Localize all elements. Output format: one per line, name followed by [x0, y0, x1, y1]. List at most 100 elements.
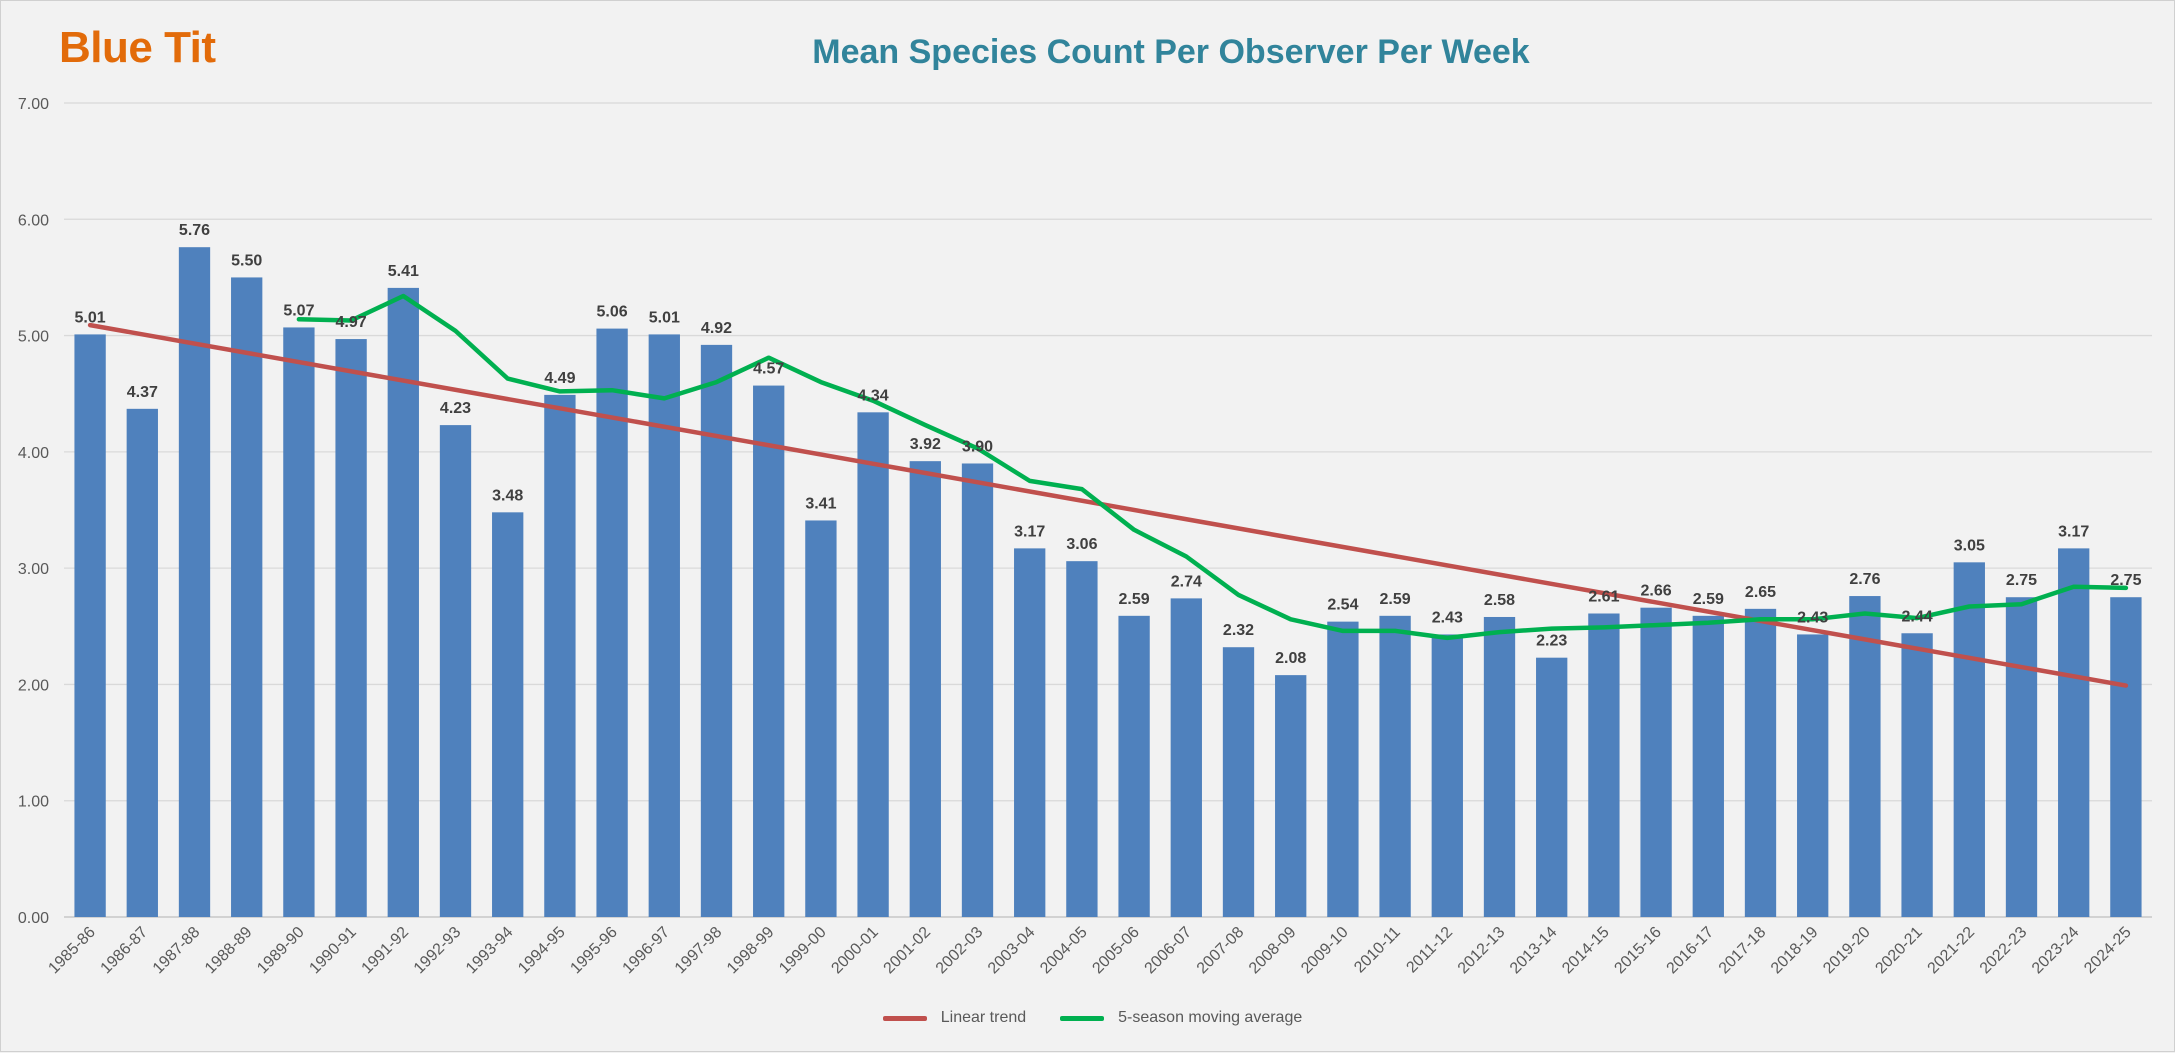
- bar: [1483, 616, 1516, 917]
- bar: [2005, 597, 2038, 917]
- x-tick-label: 1999-00: [776, 924, 830, 978]
- bar: [1692, 615, 1724, 917]
- data-label: 4.49: [544, 370, 575, 387]
- data-label: 3.90: [962, 438, 993, 455]
- x-tick-label: 1994-95: [515, 924, 569, 978]
- x-tick-label: 1990-91: [306, 924, 360, 978]
- data-label: 3.17: [2058, 523, 2089, 540]
- bar: [1431, 634, 1463, 917]
- x-tick-label: 1997-98: [672, 924, 726, 978]
- legend-item-moving-average[interactable]: 5-season moving average: [1060, 1009, 1302, 1027]
- data-label: 2.74: [1171, 573, 1202, 590]
- data-label: 5.76: [179, 222, 210, 239]
- x-tick-label: 2005-06: [1089, 924, 1143, 978]
- data-labels: 5.01 4.37 5.76 5.50 5.07 4.97 5.41 4.23 3.48 4.49…: [75, 222, 2142, 667]
- x-tick-label: 2001-02: [881, 924, 935, 978]
- x-tick-label: 2017-18: [1716, 924, 1770, 978]
- x-tick-label: 2002-03: [933, 924, 987, 978]
- x-tick-label: 2014-15: [1559, 924, 1613, 978]
- x-tick-label: 1985-86: [45, 924, 99, 978]
- bar: [231, 277, 263, 917]
- bar: [909, 461, 941, 917]
- data-label: 2.58: [1484, 592, 1515, 609]
- x-tick-label: 2009-10: [1298, 924, 1352, 978]
- bar: [1640, 607, 1672, 917]
- bar: [805, 520, 837, 917]
- data-label: 4.34: [858, 387, 889, 404]
- data-label: 2.59: [1693, 591, 1724, 608]
- legend-item-trend[interactable]: Linear trend: [882, 1009, 1027, 1027]
- data-label: 2.66: [1641, 583, 1672, 600]
- bar: [74, 334, 106, 917]
- data-label: 4.57: [753, 361, 784, 378]
- legend-label-moving-average: 5-season moving average: [1118, 1009, 1303, 1026]
- x-tick-label: 1995-96: [567, 924, 621, 978]
- bar: [1014, 548, 1046, 917]
- data-label: 4.92: [701, 320, 732, 337]
- bar: [439, 425, 472, 917]
- x-tick-label: 2022-23: [1977, 924, 2031, 978]
- data-label: 5.06: [597, 304, 628, 321]
- bar: [1953, 562, 1985, 917]
- data-label: 2.32: [1223, 622, 1254, 639]
- x-tick-label: 1989-90: [254, 924, 308, 978]
- bar: [648, 334, 680, 917]
- data-label: 4.23: [440, 400, 471, 417]
- data-label: 3.48: [492, 487, 523, 504]
- legend-swatch-moving-average: [1060, 1015, 1105, 1021]
- x-tick-label: 1986-87: [98, 924, 152, 978]
- bar: [961, 463, 994, 917]
- x-tick-label: 2011-12: [1403, 924, 1456, 977]
- data-label: 2.76: [1849, 571, 1880, 588]
- x-tick-label: 2012-13: [1455, 924, 1509, 978]
- data-label: 2.75: [2006, 572, 2037, 589]
- y-axis-ticks: 0.00 1.00 2.00 3.00 4.00 5.00 6.00 7.00: [18, 96, 49, 927]
- y-tick-label: 5.00: [18, 329, 49, 346]
- chart-title: Mean Species Count Per Observer Per Week: [812, 33, 1530, 71]
- moving-average-line: [296, 293, 2129, 641]
- bar: [1327, 621, 1359, 917]
- data-label: 5.01: [649, 309, 680, 326]
- bar: [857, 412, 889, 917]
- x-axis-ticks: 1985-861986-871987-881988-891989-901990-…: [45, 924, 2134, 978]
- data-label: 2.75: [2110, 572, 2141, 589]
- bar: [700, 344, 733, 918]
- data-label: 5.01: [75, 309, 106, 326]
- bar: [1170, 598, 1202, 917]
- bar: [1275, 675, 1307, 917]
- data-label: 5.07: [283, 302, 314, 319]
- bar: [283, 327, 315, 918]
- bar: [544, 394, 576, 917]
- legend-swatch-trend: [882, 1015, 927, 1021]
- x-tick-label: 2023-24: [2029, 924, 2083, 978]
- x-tick-label: 2008-09: [1246, 924, 1300, 978]
- y-tick-label: 0.00: [18, 910, 49, 927]
- data-label: 3.41: [805, 495, 836, 512]
- x-tick-label: 1996-97: [620, 924, 674, 978]
- bar: [492, 512, 524, 917]
- x-tick-label: 2020-21: [1872, 924, 1926, 978]
- bar: [1797, 634, 1829, 917]
- data-label: 5.41: [388, 263, 419, 280]
- legend: Linear trend 5-season moving average: [1, 1009, 2175, 1027]
- data-label: 2.59: [1119, 591, 1150, 608]
- data-label: 2.44: [1902, 608, 1933, 625]
- species-title: Blue Tit: [59, 23, 216, 72]
- x-tick-label: 2021-22: [1925, 924, 1979, 978]
- data-label: 4.97: [336, 314, 367, 331]
- bar: [126, 408, 158, 917]
- legend-label-trend: Linear trend: [940, 1009, 1027, 1026]
- data-label: 2.59: [1380, 591, 1411, 608]
- bar-series: [74, 247, 2142, 918]
- data-label: 3.05: [1954, 537, 1985, 554]
- data-label: 2.23: [1536, 633, 1567, 650]
- y-tick-label: 7.00: [18, 96, 49, 113]
- x-tick-label: 2004-05: [1037, 924, 1091, 978]
- y-tick-label: 4.00: [18, 445, 49, 462]
- bar: [387, 287, 419, 917]
- data-label: 3.92: [910, 436, 941, 453]
- data-label: 2.08: [1275, 650, 1306, 667]
- x-tick-label: 2006-07: [1142, 924, 1196, 978]
- moving-average: [296, 293, 2129, 641]
